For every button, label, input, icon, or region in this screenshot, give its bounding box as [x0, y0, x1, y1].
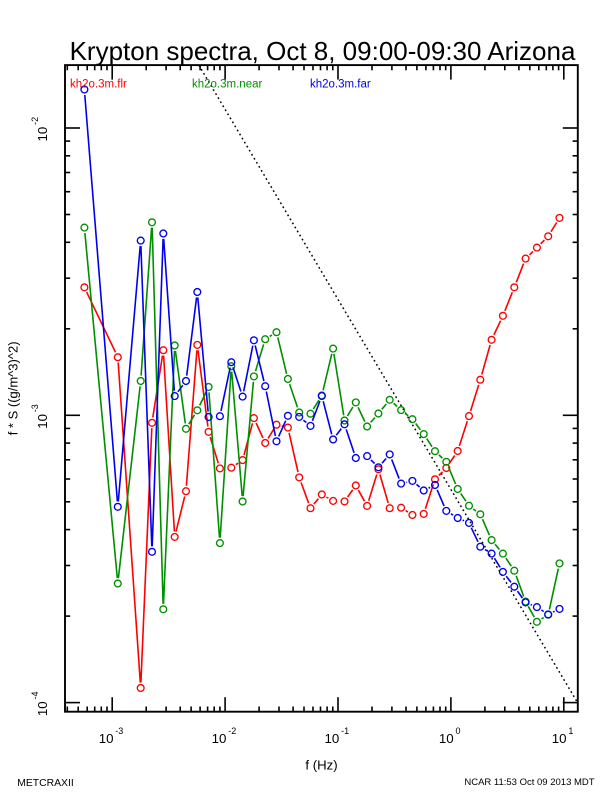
svg-text:Krypton spectra, Oct 8, 09:00-: Krypton spectra, Oct 8, 09:00-09:30 Ariz…: [70, 36, 576, 66]
svg-text:kh2o.3m.flr: kh2o.3m.flr: [70, 79, 127, 91]
svg-text:kh2o.3m.far: kh2o.3m.far: [310, 79, 371, 91]
svg-text:METCRAXII: METCRAXII: [17, 778, 74, 789]
svg-text:kh2o.3m.near: kh2o.3m.near: [192, 79, 262, 91]
svg-text:f * S ((g/m^3)^2): f * S ((g/m^3)^2): [6, 341, 21, 435]
svg-text:f (Hz): f (Hz): [305, 757, 337, 772]
svg-text:NCAR 11:53 Oct 09 2013 MDT: NCAR 11:53 Oct 09 2013 MDT: [464, 777, 594, 788]
